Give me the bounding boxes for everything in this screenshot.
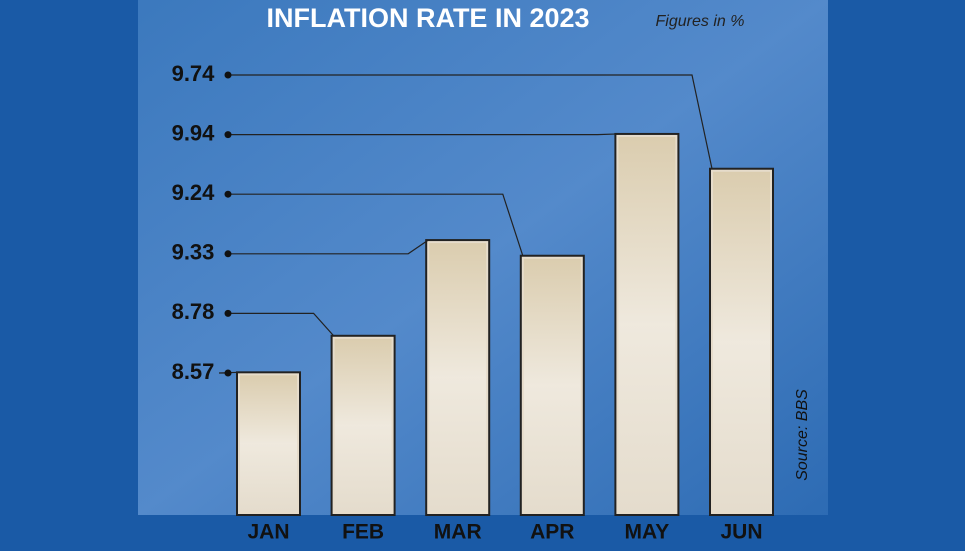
bar-texture — [240, 375, 297, 512]
leader-dot — [224, 369, 232, 377]
x-tick-label: MAR — [434, 521, 482, 544]
leader-line — [228, 133, 618, 136]
value-label: 8.78 — [172, 299, 215, 324]
bar-texture — [618, 136, 676, 512]
x-tick-label: FEB — [342, 521, 384, 544]
leader-dot — [224, 190, 232, 198]
bar-texture — [429, 243, 487, 512]
bar-texture — [334, 338, 392, 512]
leader-dot — [224, 250, 232, 258]
x-tick-label: JAN — [247, 521, 289, 544]
x-tick-label: MAY — [625, 521, 670, 544]
value-label: 9.74 — [172, 61, 216, 86]
leader-dot — [224, 71, 232, 79]
bar-texture — [713, 171, 770, 513]
x-tick-label: APR — [530, 521, 574, 544]
chart-title: INFLATION RATE IN 2023 — [266, 3, 589, 33]
value-label: 9.24 — [172, 180, 216, 205]
bar-texture — [523, 258, 581, 512]
leader-line — [228, 74, 713, 169]
leader-line — [228, 239, 429, 255]
source-note: Source: BBS — [794, 389, 811, 481]
leader-dot — [224, 309, 232, 317]
value-label: 8.57 — [172, 359, 215, 384]
chart-subtitle: Figures in % — [656, 13, 745, 30]
value-label: 9.94 — [172, 120, 216, 145]
leader-dot — [224, 131, 232, 139]
footer-band — [0, 515, 965, 551]
value-label: 9.33 — [172, 240, 215, 265]
leader-line — [228, 312, 335, 337]
leader-line — [228, 193, 524, 256]
x-tick-label: JUN — [720, 521, 762, 544]
